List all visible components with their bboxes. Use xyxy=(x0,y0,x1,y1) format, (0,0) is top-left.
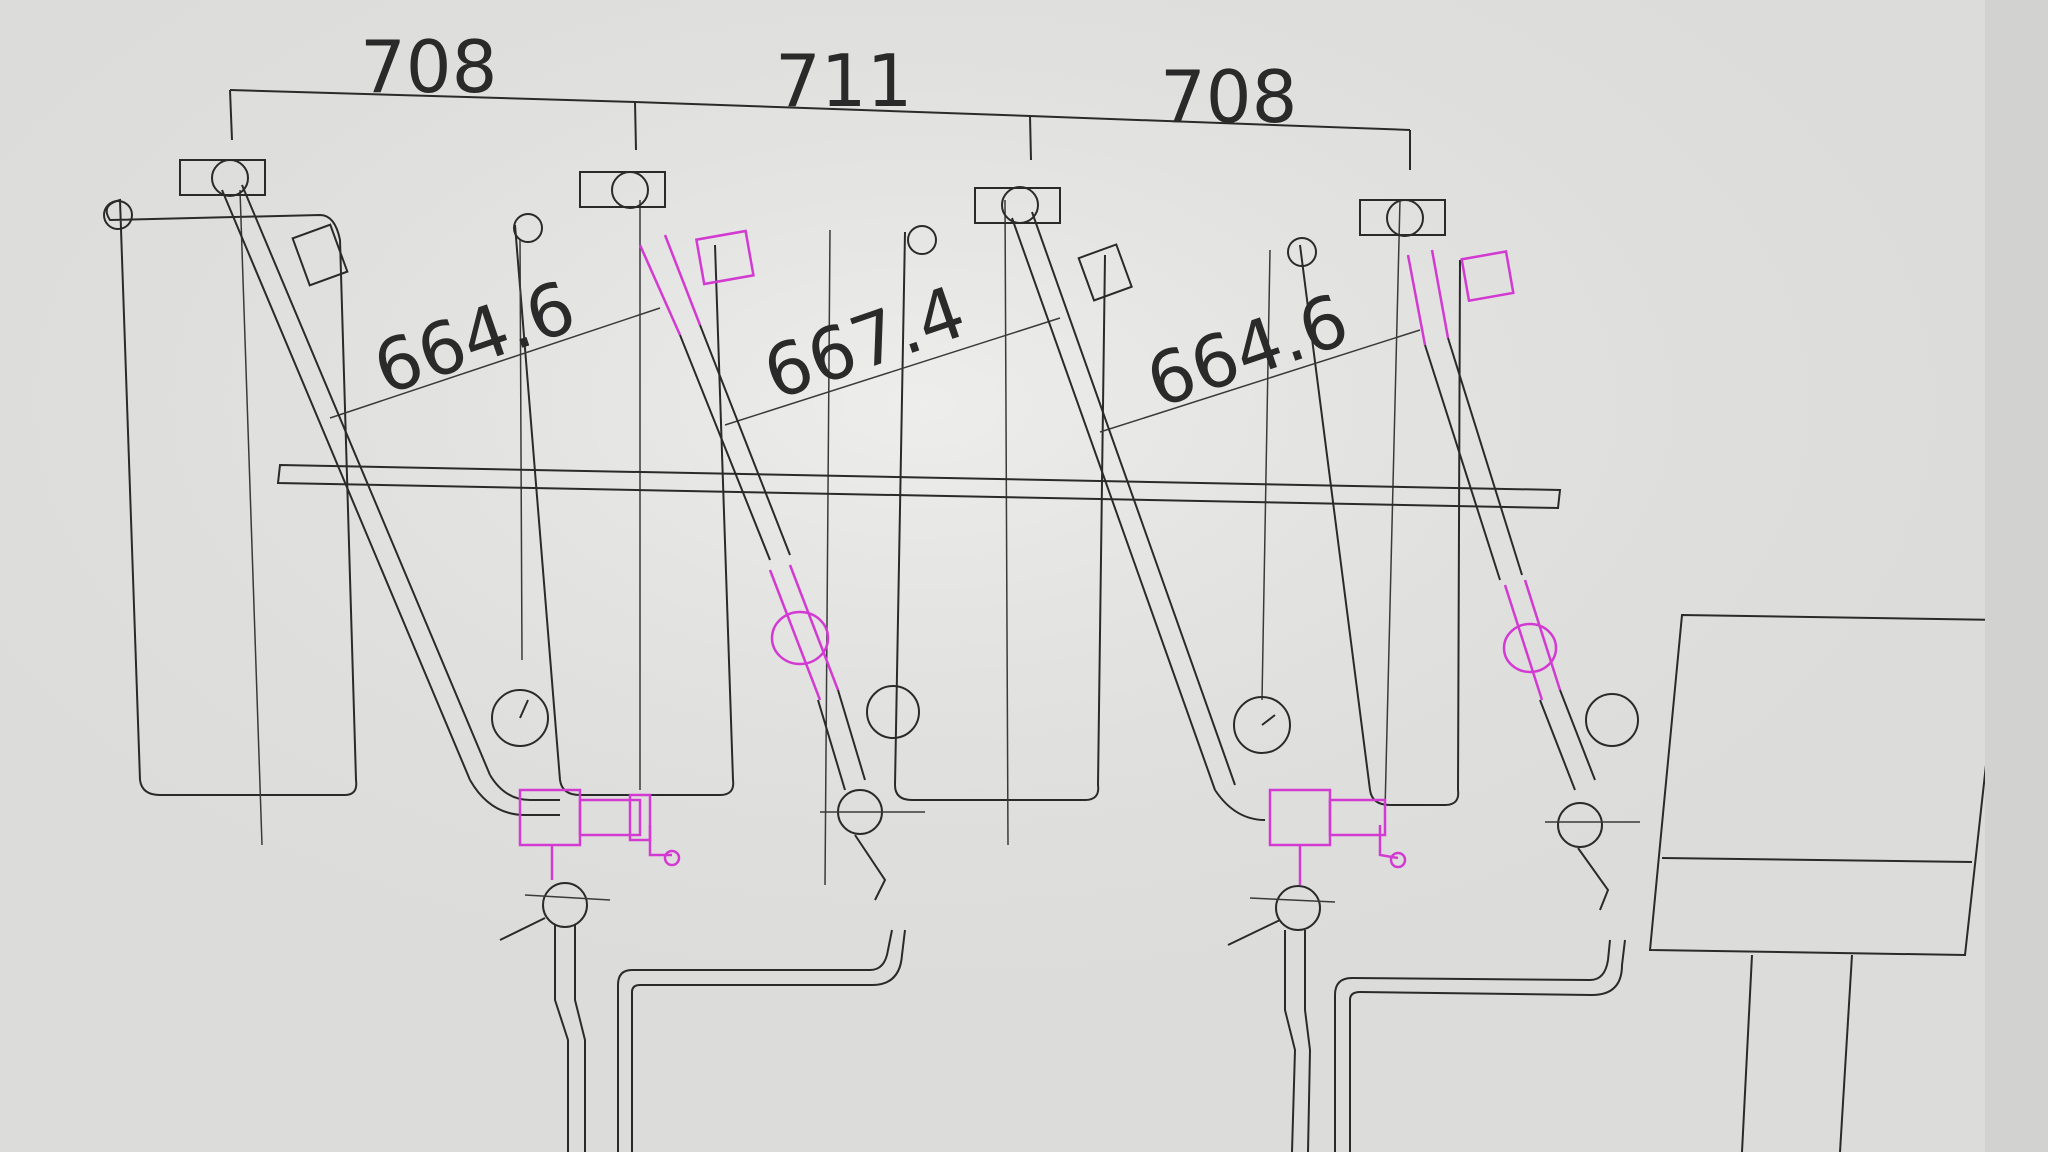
dimension-label-top-3: 708 xyxy=(1160,55,1297,139)
pipe-assembly-4 xyxy=(1359,199,1640,911)
center-lines xyxy=(239,189,1401,886)
dimension-label-top-1: 708 xyxy=(360,25,497,109)
lower-pipe-1 xyxy=(499,882,906,1152)
diagonal-dimension-lines xyxy=(329,307,1421,433)
dimension-label-top-2: 711 xyxy=(775,39,912,123)
pipe-assembly-1 xyxy=(179,159,560,816)
horizontal-bar xyxy=(276,463,1562,510)
lower-pipe-3 xyxy=(1227,885,1626,1152)
top-dimension-line xyxy=(229,89,1411,170)
valve-assembly-3 xyxy=(1268,788,1407,885)
screen-edge xyxy=(1985,0,2048,1152)
pipe-assembly-2 xyxy=(579,171,925,901)
pipe-assembly-3 xyxy=(974,186,1291,821)
side-panel-box xyxy=(1648,613,2004,1152)
valve-assembly-1 xyxy=(518,788,681,880)
